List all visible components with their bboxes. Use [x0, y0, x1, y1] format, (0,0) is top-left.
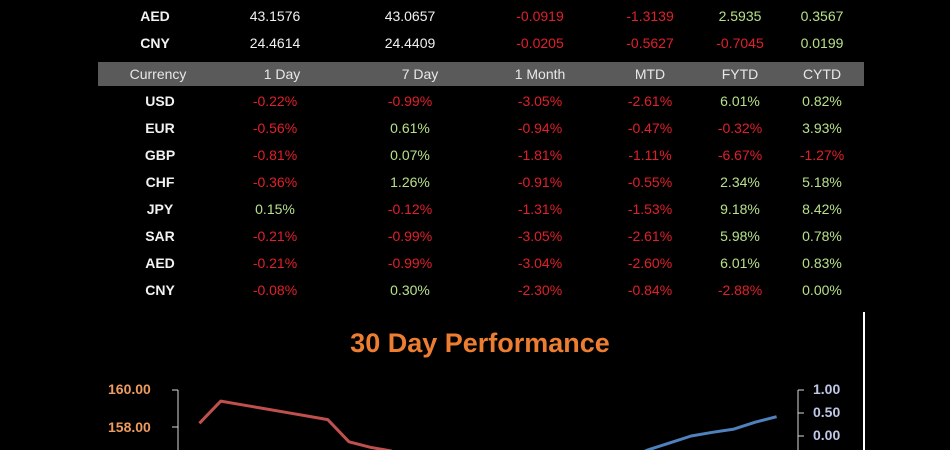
- performance-value: -0.36%: [252, 174, 298, 190]
- performance-row: CHF -0.36% 1.26% -0.91% -0.55% 2.34% 5.18%: [98, 169, 864, 196]
- performance-value: -0.81%: [252, 147, 298, 163]
- performance-row: SAR -0.21% -0.99% -3.05% -2.61% 5.98% 0.78%: [98, 223, 864, 250]
- currency-code: GBP: [144, 147, 176, 163]
- rate-value: -0.7045: [716, 35, 764, 51]
- rate-value: 0.0199: [800, 35, 844, 51]
- performance-value: -1.53%: [627, 201, 673, 217]
- performance-table-header: Currency 1 Day 7 Day 1 Month MTD FYTD CYTD: [98, 62, 864, 86]
- left-axis-tick: 160.00: [108, 381, 151, 397]
- performance-value: 9.18%: [720, 201, 760, 217]
- performance-value: 8.42%: [802, 201, 842, 217]
- performance-value: -0.91%: [517, 174, 563, 190]
- performance-value: 0.15%: [255, 201, 295, 217]
- currency-code: USD: [145, 93, 175, 109]
- column-header: FYTD: [721, 66, 759, 82]
- performance-value: -1.31%: [517, 201, 563, 217]
- rate-value: 0.3567: [800, 8, 844, 24]
- performance-value: 6.01%: [720, 93, 760, 109]
- rate-value: 2.5935: [718, 8, 762, 24]
- performance-value: 6.01%: [720, 255, 760, 271]
- performance-value: -0.22%: [252, 93, 298, 109]
- performance-value: -3.05%: [517, 93, 563, 109]
- performance-value: -2.30%: [517, 282, 563, 298]
- performance-row: USD -0.22% -0.99% -3.05% -2.61% 6.01% 0.82%: [98, 88, 864, 115]
- performance-value: -0.32%: [717, 120, 763, 136]
- rate-value: -0.0205: [516, 35, 564, 51]
- performance-row: AED -0.21% -0.99% -3.04% -2.60% 6.01% 0.83%: [98, 250, 864, 277]
- performance-value: -3.04%: [517, 255, 563, 271]
- chart-title: 30 Day Performance: [350, 328, 610, 358]
- column-header: 1 Day: [263, 66, 301, 82]
- performance-value: -2.61%: [627, 228, 673, 244]
- performance-value: 0.78%: [802, 228, 842, 244]
- rate-value: -0.5627: [626, 35, 674, 51]
- performance-value: -0.84%: [627, 282, 673, 298]
- performance-value: -2.61%: [627, 93, 673, 109]
- performance-value: -1.11%: [628, 147, 672, 163]
- currency-code: JPY: [146, 201, 174, 217]
- right-axis-tick: 0.50: [813, 404, 841, 420]
- currency-code: SAR: [145, 228, 175, 244]
- left-series-line: [198, 399, 393, 450]
- performance-row: CNY -0.08% 0.30% -2.30% -0.84% -2.88% 0.00%: [98, 277, 864, 304]
- performance-value: 0.00%: [802, 282, 842, 298]
- rate-value: 43.1576: [249, 8, 301, 24]
- currency-code: AED: [140, 8, 170, 24]
- rate-value: 24.4409: [384, 35, 436, 51]
- rate-value: 43.0657: [384, 8, 436, 24]
- rate-row: AED 43.1576 43.0657 -0.0919 -1.3139 2.5935 0.3…: [98, 3, 864, 30]
- performance-value: -0.47%: [627, 120, 673, 136]
- performance-value: -2.60%: [627, 255, 673, 271]
- performance-value: -0.21%: [252, 228, 298, 244]
- performance-value: -1.27%: [799, 147, 845, 163]
- currency-code: CNY: [145, 282, 175, 298]
- performance-value: 0.61%: [390, 120, 430, 136]
- performance-value: -0.08%: [252, 282, 298, 298]
- performance-value: 0.82%: [802, 93, 842, 109]
- performance-row: GBP -0.81% 0.07% -1.81% -1.11% -6.67% -1.27%: [98, 142, 864, 169]
- performance-value: 5.98%: [720, 228, 760, 244]
- performance-value: -6.67%: [717, 147, 763, 163]
- performance-value: 5.18%: [802, 174, 842, 190]
- rate-value: 24.4614: [249, 35, 301, 51]
- right-series-line: [644, 415, 777, 450]
- performance-value: -0.12%: [387, 201, 433, 217]
- column-header: MTD: [634, 66, 666, 82]
- currency-code: EUR: [145, 120, 175, 136]
- performance-row: JPY 0.15% -0.12% -1.31% -1.53% 9.18% 8.42%: [98, 196, 864, 223]
- performance-value: 0.07%: [390, 147, 430, 163]
- rate-value: -1.3139: [626, 8, 674, 24]
- performance-value: -0.99%: [387, 93, 433, 109]
- column-header: Currency: [129, 66, 187, 82]
- column-header: 7 Day: [401, 66, 439, 82]
- performance-value: -0.21%: [252, 255, 298, 271]
- performance-value: 2.34%: [720, 174, 760, 190]
- currency-code: CHF: [145, 174, 175, 190]
- performance-row: EUR -0.56% 0.61% -0.94% -0.47% -0.32% 3.93%: [98, 115, 864, 142]
- performance-value: 0.83%: [802, 255, 842, 271]
- column-header: CYTD: [802, 66, 842, 82]
- currency-code: AED: [145, 255, 175, 271]
- performance-value: -0.94%: [517, 120, 563, 136]
- performance-value: -1.81%: [517, 147, 563, 163]
- left-axis-tick: 158.00: [108, 419, 151, 435]
- column-header: 1 Month: [514, 66, 566, 82]
- rate-row: CNY 24.4614 24.4409 -0.0205 -0.5627 -0.7045 0.…: [98, 30, 864, 57]
- performance-value: -2.88%: [717, 282, 763, 298]
- performance-value: -0.99%: [387, 228, 433, 244]
- performance-value: -0.99%: [387, 255, 433, 271]
- right-axis-tick: 1.00: [813, 381, 841, 397]
- performance-value: -0.56%: [252, 120, 298, 136]
- performance-value: 0.30%: [390, 282, 430, 298]
- rate-value: -0.0919: [516, 8, 564, 24]
- performance-value: -0.55%: [627, 174, 673, 190]
- right-axis-tick: 0.00: [813, 427, 841, 443]
- performance-value: 3.93%: [802, 120, 842, 136]
- performance-value: -3.05%: [517, 228, 563, 244]
- currency-code: CNY: [140, 35, 170, 51]
- performance-value: 1.26%: [390, 174, 430, 190]
